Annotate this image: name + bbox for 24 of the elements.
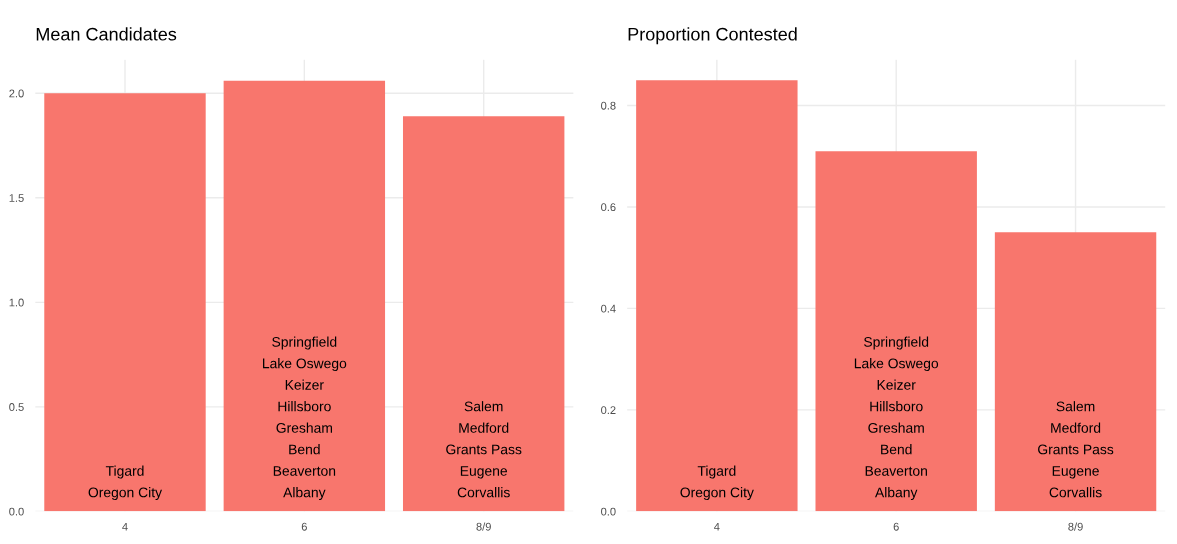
chart-title: Mean Candidates: [36, 27, 177, 41]
x-tick-label: 8/9: [1068, 522, 1083, 531]
y-tick-label: 0.0: [601, 507, 616, 516]
y-tick-label: 2.0: [9, 89, 24, 98]
y-tick-label: 1.5: [9, 194, 24, 202]
y-tick-label: 1.0: [9, 298, 24, 307]
chart-title: Proportion Contested: [628, 27, 797, 45]
annotation: Springfield Lake Oswego Keizer Hillsboro Gresham Bend Beaverton Albany: [263, 336, 347, 501]
y-tick-label: 0.2: [601, 406, 616, 415]
y-tick-label: 0.8: [601, 101, 616, 110]
annotation: Salem Medford Grants Pass Eugene Corvallis: [1038, 401, 1114, 498]
x-tick-label: 8/9: [476, 522, 491, 531]
annotation: Tigard Oregon City: [88, 465, 163, 501]
y-tick-label: 0.0: [9, 507, 24, 516]
y-tick-label: 0.6: [601, 203, 616, 212]
x-tick-label: 6: [301, 522, 307, 531]
annotation: Tigard Oregon City: [680, 465, 754, 501]
y-tick-label: 0.5: [9, 403, 24, 411]
y-tick-label: 0.4: [601, 304, 616, 313]
annotation: Salem Medford Grants Pass Eugene Corvallis: [446, 401, 522, 498]
annotation: Springfield Lake Oswego Keizer Hillsboro Gresham Bend Beaverton Albany: [854, 336, 939, 501]
x-tick-label: 4: [122, 522, 128, 531]
x-tick-label: 4: [714, 522, 720, 531]
x-tick-label: 6: [893, 522, 899, 531]
